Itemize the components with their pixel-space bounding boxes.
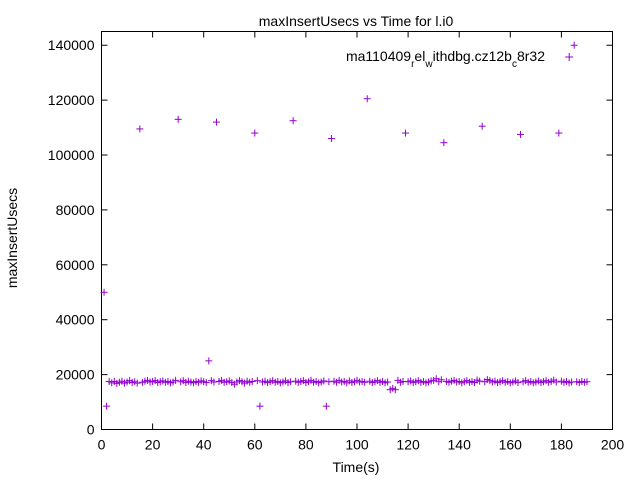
data-point xyxy=(320,377,328,385)
data-point xyxy=(384,378,392,386)
data-point xyxy=(552,378,560,386)
legend-text-part: el xyxy=(414,48,425,64)
legend-text-part: r xyxy=(411,59,415,70)
data-point xyxy=(583,378,591,386)
legend-text-part: w xyxy=(424,59,433,70)
data-point xyxy=(391,386,399,394)
data-point xyxy=(174,115,182,123)
y-tick-label: 140000 xyxy=(48,37,95,53)
data-point xyxy=(478,122,486,130)
data-point xyxy=(253,377,261,385)
data-point xyxy=(248,377,256,385)
y-tick-label: 0 xyxy=(87,422,95,438)
chart-title: maxInsertUsecs vs Time for l.i0 xyxy=(259,13,454,29)
data-point xyxy=(361,378,369,386)
data-point xyxy=(402,129,410,137)
x-axis-label: Time(s) xyxy=(333,459,380,475)
data-point xyxy=(363,95,371,103)
data-point xyxy=(133,379,141,387)
legend-text-part: c xyxy=(512,59,517,70)
x-tick-label: 80 xyxy=(298,437,314,453)
x-tick-label: 100 xyxy=(345,437,369,453)
data-point xyxy=(322,402,330,410)
legend-text-part: ithdbg.cz12b xyxy=(433,48,513,64)
data-point xyxy=(172,376,180,384)
data-point xyxy=(514,379,522,387)
data-point xyxy=(205,357,213,365)
data-point xyxy=(555,129,563,137)
data-point xyxy=(256,402,264,410)
data-point xyxy=(327,135,335,143)
data-point xyxy=(136,125,144,133)
x-tick-label: 60 xyxy=(247,437,263,453)
data-point xyxy=(440,139,448,147)
data-point xyxy=(437,376,445,384)
y-tick-label: 20000 xyxy=(56,367,95,383)
data-point xyxy=(210,378,218,386)
x-tick-label: 200 xyxy=(601,437,625,453)
x-tick-label: 0 xyxy=(98,437,106,453)
x-tick-label: 20 xyxy=(145,437,161,453)
y-tick-label: 60000 xyxy=(56,257,95,273)
data-point xyxy=(325,378,333,386)
x-tick-label: 120 xyxy=(396,437,420,453)
data-point xyxy=(287,378,295,386)
legend-label: ma110409relwithdbg.cz12bc8r32 xyxy=(346,48,545,70)
y-tick-label: 80000 xyxy=(56,202,95,218)
x-tick-label: 140 xyxy=(448,437,472,453)
data-point xyxy=(476,377,484,385)
data-point xyxy=(100,288,108,296)
data-point xyxy=(212,118,220,126)
data-point xyxy=(289,117,297,125)
x-axis-ticks: 0 20 40 60 80 100 120 140 160 180 200 xyxy=(98,31,625,453)
data-point xyxy=(517,130,525,138)
y-axis-ticks: 0 20000 40000 60000 80000 100000 120000 140000 xyxy=(48,37,613,438)
x-tick-label: 160 xyxy=(499,437,523,453)
data-point xyxy=(103,402,111,410)
data-point xyxy=(251,129,259,137)
y-axis-label: maxInsertUsecs xyxy=(4,188,20,288)
y-tick-label: 100000 xyxy=(48,147,95,163)
x-tick-label: 40 xyxy=(196,437,212,453)
legend-text-part: 8r32 xyxy=(517,48,545,64)
data-points xyxy=(100,41,591,410)
y-tick-label: 40000 xyxy=(56,312,95,328)
data-point xyxy=(570,41,578,49)
legend-text-part: ma110409 xyxy=(346,48,411,64)
data-point xyxy=(202,379,210,387)
y-tick-label: 120000 xyxy=(48,92,95,108)
x-tick-label: 180 xyxy=(550,437,574,453)
